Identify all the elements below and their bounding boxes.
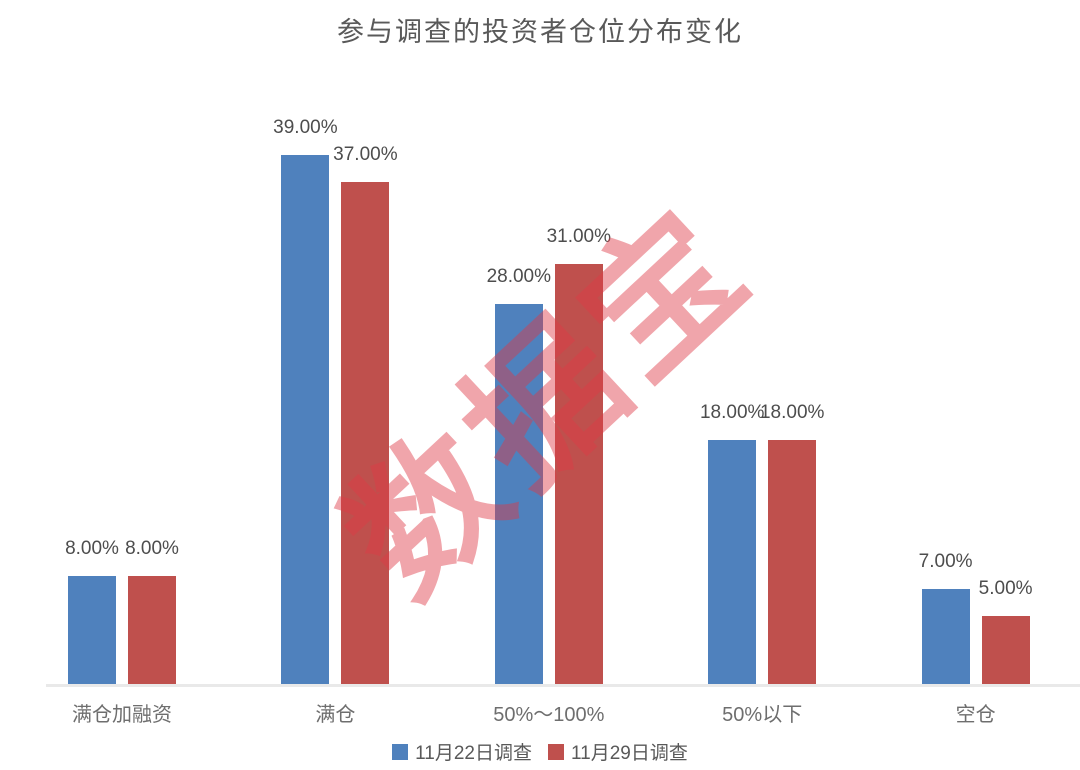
bar-value-label-series-1-cat-3: 28.00% — [486, 266, 552, 288]
x-axis-label-cat-2: 满仓 — [315, 704, 356, 726]
bar-series-2-cat-1 — [128, 575, 176, 684]
bar-series-1-cat-5 — [921, 589, 970, 684]
bar-value-label-series-2-cat-4: 18.00% — [759, 401, 825, 423]
bar-value-label-series-2-cat-2: 37.00% — [333, 144, 398, 166]
bar-value-label-series-1-cat-5: 7.00% — [918, 551, 973, 573]
legend-swatch-series-2 — [548, 743, 564, 760]
x-axis-label-cat-3: 50%～100% — [493, 704, 605, 726]
x-axis-label-cat-1: 满仓加融资 — [72, 704, 172, 726]
chart-title: 参与调查的投资者仓位分布变化 — [337, 17, 743, 47]
bar-series-1-cat-2 — [281, 155, 330, 684]
bar-series-1-cat-4 — [708, 439, 757, 684]
bar-value-label-series-2-cat-1: 8.00% — [125, 537, 179, 559]
x-axis-line — [46, 684, 1080, 687]
bar-series-1-cat-3 — [494, 304, 543, 684]
bar-series-2-cat-2 — [341, 182, 390, 684]
legend: 11月22日调查 11月29日调查 — [0, 738, 1080, 765]
bar-series-1-cat-1 — [68, 575, 116, 684]
legend-label-series-1: 11月22日调查 — [415, 743, 532, 764]
legend-item-series-2: 11月29日调查 — [548, 738, 688, 765]
x-axis-label-cat-5: 空仓 — [955, 704, 996, 726]
bar-value-label-series-2-cat-5: 5.00% — [978, 578, 1033, 600]
bar-value-label-series-1-cat-2: 39.00% — [273, 117, 338, 139]
bar-value-label-series-1-cat-1: 8.00% — [65, 537, 119, 559]
legend-label-series-2: 11月29日调查 — [571, 743, 688, 764]
legend-swatch-series-1 — [392, 743, 409, 760]
bar-series-2-cat-3 — [554, 263, 603, 684]
x-axis-label-cat-4: 50%以下 — [722, 704, 803, 726]
bar-value-label-series-1-cat-4: 18.00% — [699, 401, 765, 423]
legend-item-series-1: 11月22日调查 — [392, 738, 532, 765]
bar-series-2-cat-5 — [981, 616, 1030, 684]
bar-value-label-series-2-cat-3: 31.00% — [546, 225, 612, 247]
bar-series-2-cat-4 — [768, 439, 817, 684]
